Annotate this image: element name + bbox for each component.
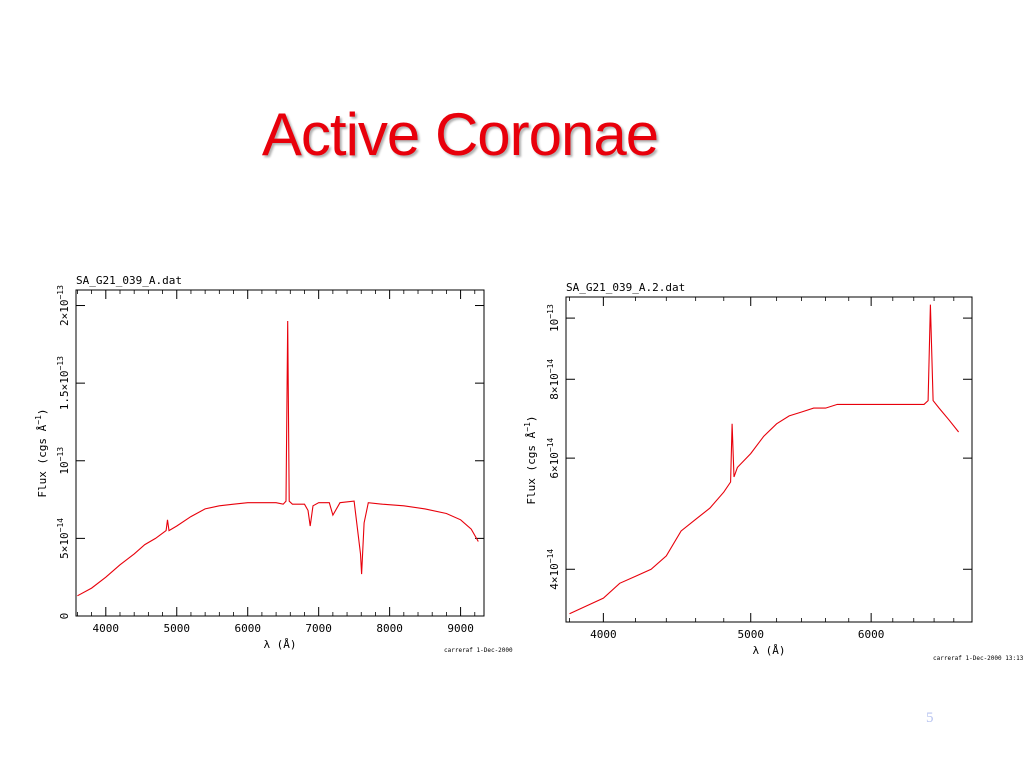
y-tick-label: 2×10−13: [56, 285, 71, 326]
chart-title: SA_G21_039_A.2.dat: [566, 281, 685, 294]
y-tick-label: 6×10−14: [546, 437, 561, 478]
x-tick-label: 6000: [858, 628, 885, 641]
spectrum-line: [569, 304, 960, 615]
slide-title: Active Coronae: [261, 101, 659, 168]
y-tick-label: 1.5×10−13: [56, 356, 71, 410]
plot-frame: [75, 289, 485, 617]
x-tick-label: 5000: [164, 622, 191, 635]
x-axis-label: λ (Å): [752, 644, 785, 657]
x-axis-label: λ (Å): [263, 638, 296, 651]
chart-title: SA_G21_039_A.dat: [76, 274, 182, 287]
y-tick-label: 0: [58, 613, 71, 620]
plot-frame: [565, 296, 973, 623]
x-tick-label: 9000: [447, 622, 474, 635]
spectrum-line: [77, 320, 479, 597]
x-tick-label: 4000: [590, 628, 617, 641]
x-tick-label: 4000: [93, 622, 120, 635]
x-tick-label: 6000: [234, 622, 261, 635]
x-tick-label: 8000: [376, 622, 403, 635]
chart-footer: carreraf 1-Dec-2000 13:13: [933, 655, 1024, 662]
y-tick-label: 4×10−14: [546, 549, 561, 590]
x-tick-label: 7000: [305, 622, 332, 635]
y-axis-label: Flux (cgs Å−1): [523, 415, 538, 504]
x-tick-label: 5000: [737, 628, 764, 641]
y-tick-label: 10−13: [56, 447, 71, 475]
y-axis-label: Flux (cgs Å−1): [34, 408, 49, 497]
y-tick-label: 10−13: [546, 304, 561, 332]
y-tick-label: 5×10−14: [56, 518, 71, 559]
y-tick-label: 8×10−14: [546, 359, 561, 400]
chart-footer: carreraf 1-Dec-2000: [444, 647, 513, 654]
page-number: 5: [926, 710, 934, 726]
